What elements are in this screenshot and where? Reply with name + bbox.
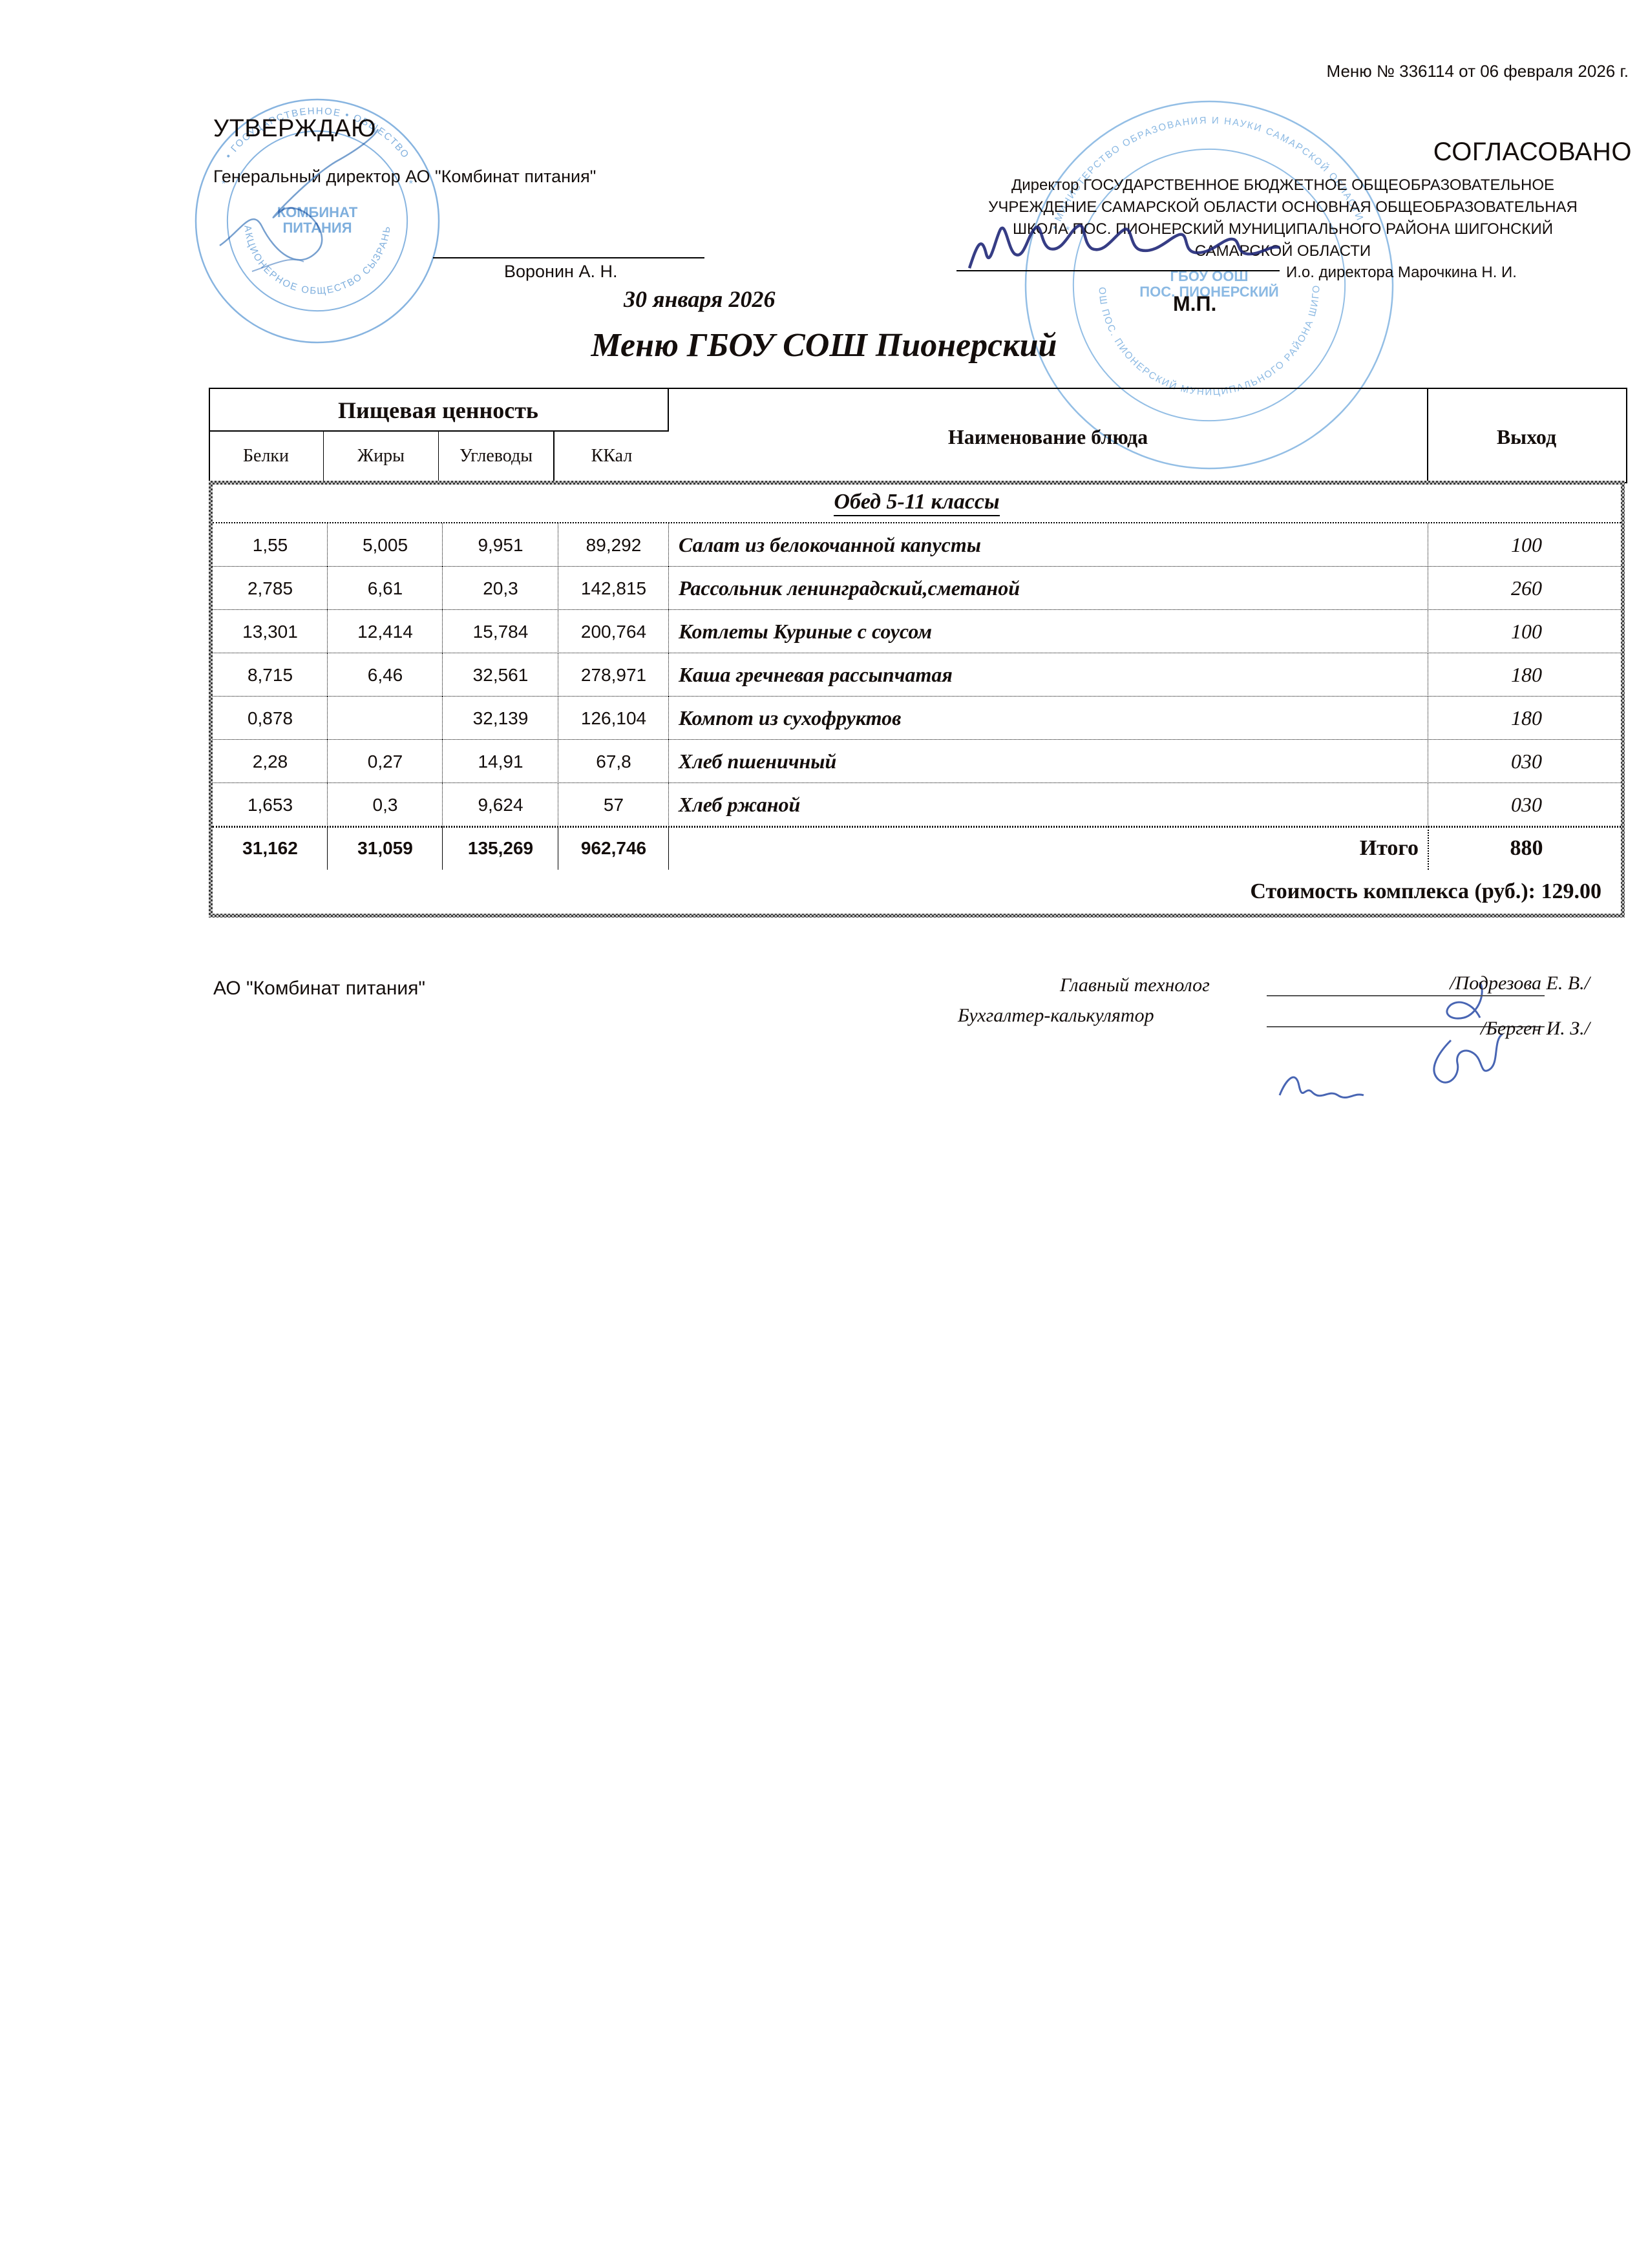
svg-text:КОМБИНАТ: КОМБИНАТ bbox=[277, 204, 358, 220]
svg-text:*: * bbox=[222, 178, 226, 189]
svg-text:ГБОУ ООШ: ГБОУ ООШ bbox=[1170, 268, 1249, 284]
svg-text:• МИНИСТЕРСТВО ОБРАЗОВАНИЯ И Н: • МИНИСТЕРСТВО ОБРАЗОВАНИЯ И НАУКИ САМАР… bbox=[1050, 115, 1369, 231]
svg-text:ПИТАНИЯ: ПИТАНИЯ bbox=[282, 220, 352, 236]
svg-text:*: * bbox=[1349, 225, 1353, 236]
svg-text:*: * bbox=[409, 178, 413, 189]
svg-text:• ГОСУДАРСТВЕННОЕ • ОБЩЕСТВО: • ГОСУДАРСТВЕННОЕ • ОБЩЕСТВО bbox=[223, 105, 411, 161]
svg-text:*: * bbox=[1066, 225, 1070, 236]
svg-text:ПОС. ПИОНЕРСКИЙ: ПОС. ПИОНЕРСКИЙ bbox=[1139, 284, 1278, 300]
